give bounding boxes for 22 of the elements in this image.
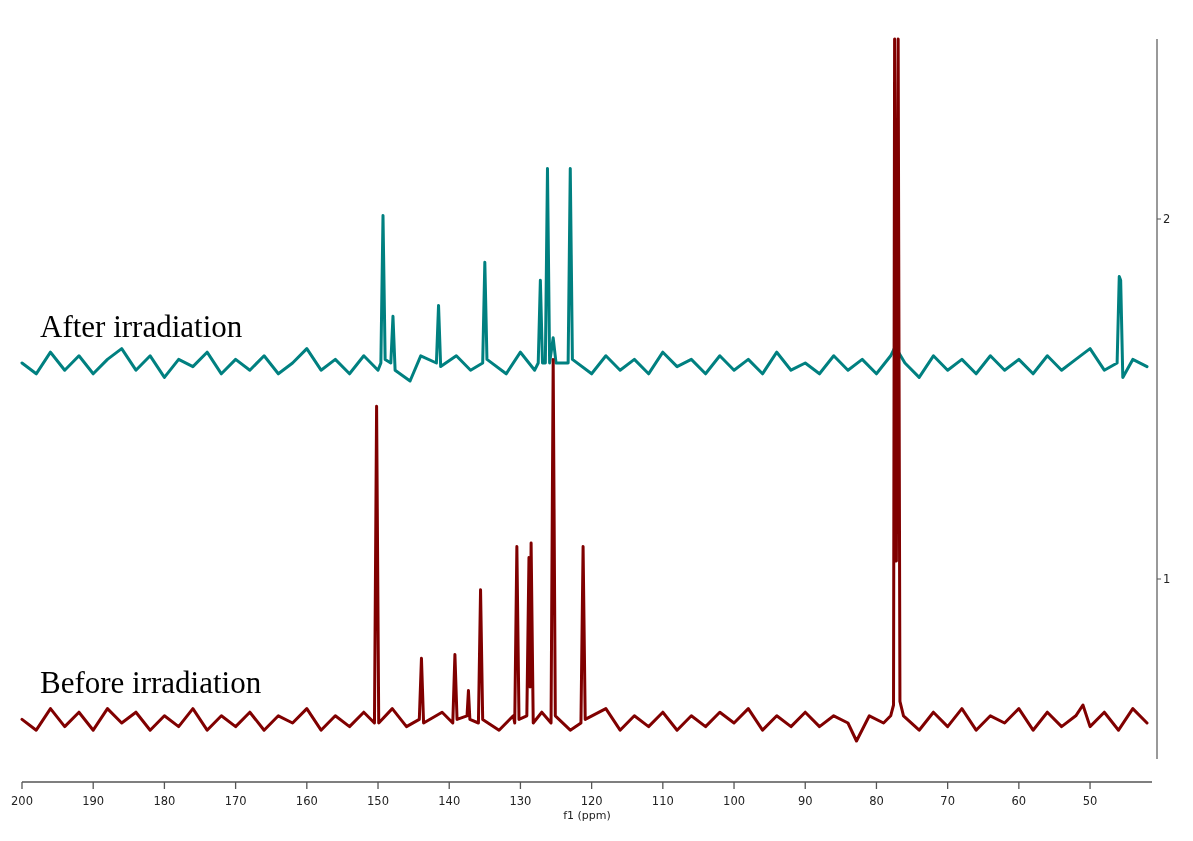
line-series: [20, 37, 1149, 743]
x-tick-label: 150: [367, 794, 389, 808]
series-label: After irradiation: [40, 309, 243, 344]
x-tick-label: 80: [869, 794, 884, 808]
x-tick-label: 140: [438, 794, 461, 808]
x-tick-label: 100: [723, 794, 746, 808]
x-tick-label: 120: [580, 794, 603, 808]
x-tick-label: 90: [797, 794, 813, 808]
x-axis-title: f1 (ppm): [563, 809, 611, 822]
x-tick-label: 160: [295, 794, 318, 808]
x-tick-label: 190: [82, 794, 105, 808]
series-label: Before irradiation: [40, 665, 262, 701]
x-tick-label: 170: [224, 794, 247, 808]
y-tick-label: 1: [1163, 572, 1171, 586]
x-tick-label: 60: [1011, 794, 1027, 808]
x-tick-label: 130: [509, 794, 532, 808]
x-tick-label: 200: [11, 794, 33, 808]
x-tick-label: 110: [651, 794, 674, 808]
x-tick-label: 180: [153, 794, 176, 808]
x-tick-label: 70: [940, 794, 955, 808]
y-tick-label: 2: [1163, 212, 1171, 226]
x-tick-label: 50: [1082, 794, 1098, 808]
